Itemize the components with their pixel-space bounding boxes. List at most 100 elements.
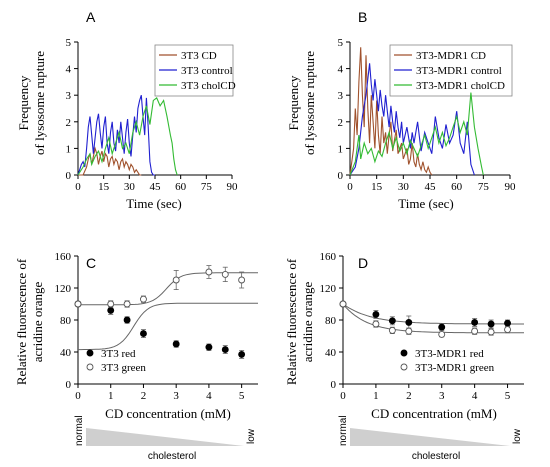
x-tick-label: 1 xyxy=(373,390,379,402)
y-tick-label: 0 xyxy=(338,170,344,182)
legend-marker xyxy=(86,349,94,357)
wedge-right-label: low xyxy=(512,428,523,444)
data-point xyxy=(221,346,229,354)
x-tick-label: 4 xyxy=(206,390,212,402)
fit-curve xyxy=(78,302,258,351)
data-point xyxy=(438,323,446,331)
wedge-title: cholesterol xyxy=(412,451,460,462)
legend-label: 3T3 red xyxy=(101,348,136,360)
y-tick-label: 0 xyxy=(331,379,337,391)
data-point xyxy=(238,350,246,358)
data-point xyxy=(107,306,115,314)
x-tick-label: 2 xyxy=(406,390,412,402)
data-point xyxy=(471,327,479,335)
panel-d-letter: D xyxy=(358,255,368,271)
wedge-left-label: normal xyxy=(74,415,85,446)
data-point xyxy=(221,270,229,278)
x-tick-label: 60 xyxy=(451,181,463,193)
series-line-3t3-cholcd xyxy=(77,97,178,176)
wedge-left-label: normal xyxy=(338,415,349,446)
data-point xyxy=(438,330,446,338)
x-tick-label: 75 xyxy=(201,181,213,193)
x-tick-label: 5 xyxy=(505,390,511,402)
cholesterol-wedge-d: normal low cholesterol xyxy=(338,415,523,462)
data-point xyxy=(140,295,147,303)
x-tick-label: 5 xyxy=(239,390,245,402)
series-line-3t3-mdr1-cholcd xyxy=(349,92,484,176)
panel-a-ylabel-line2: of lysosome rupture xyxy=(32,51,47,155)
legend-label: 3T3 CD xyxy=(181,50,217,62)
y-tick-label: 120 xyxy=(55,283,72,295)
data-point xyxy=(107,300,115,308)
data-point xyxy=(487,328,495,336)
y-tick-label: 0 xyxy=(66,170,72,182)
panel-d-ylabel-line2: acridine orange xyxy=(300,282,315,363)
x-tick-label: 0 xyxy=(340,390,346,402)
y-tick-label: 160 xyxy=(320,251,337,263)
panel-d-ylabel-line1: Relative fluorescence of xyxy=(284,258,299,385)
y-tick-label: 1 xyxy=(66,143,72,155)
panel-c-ylabel-line1: Relative fluorescence of xyxy=(14,258,29,385)
x-tick-label: 75 xyxy=(478,181,490,193)
panel-d-xlabel: CD concentration (mM) xyxy=(371,406,497,421)
y-tick-label: 1 xyxy=(338,143,344,155)
cholesterol-wedge-c: normal low cholesterol xyxy=(74,415,257,462)
y-tick-label: 3 xyxy=(338,90,344,102)
x-tick-label: 15 xyxy=(371,181,383,193)
legend-label: 3T3 cholCD xyxy=(181,80,236,92)
data-point xyxy=(339,300,347,308)
data-point xyxy=(471,318,479,326)
data-point xyxy=(504,319,511,327)
chart-d: 0 1 2 3 4 5 0 40 80 120 160 3T3-MDR1 red 3T3-MDR1 gr… xyxy=(320,251,524,402)
series-line-3t3-mdr1-control xyxy=(349,63,475,176)
data-point xyxy=(487,320,495,328)
y-tick-label: 80 xyxy=(325,315,337,327)
data-point xyxy=(372,320,380,328)
series-line-3t3-control xyxy=(77,95,155,176)
legend-label: 3T3-MDR1 cholCD xyxy=(416,80,505,92)
y-tick-label: 80 xyxy=(60,315,72,327)
data-point xyxy=(140,330,147,338)
data-point xyxy=(123,316,131,324)
panel-a-ylabel-line1: Frequency xyxy=(16,75,31,130)
y-tick-label: 4 xyxy=(66,64,72,76)
x-tick-label: 30 xyxy=(124,181,136,193)
y-tick-label: 5 xyxy=(66,37,72,49)
fit-curve xyxy=(342,303,524,325)
data-point xyxy=(504,326,511,334)
legend-label: 3T3-MDR1 red xyxy=(415,348,484,360)
panel-b-ylabel-line1: Frequency xyxy=(286,75,301,130)
data-point xyxy=(74,300,82,308)
fit-curve xyxy=(78,272,258,306)
panel-c-xlabel: CD concentration (mM) xyxy=(105,406,231,421)
x-tick-label: 1 xyxy=(108,390,114,402)
panel-c-letter: C xyxy=(86,255,96,271)
y-tick-label: 40 xyxy=(60,347,72,359)
data-point xyxy=(123,300,131,308)
x-tick-label: 0 xyxy=(75,390,81,402)
y-tick-label: 0 xyxy=(66,379,72,391)
data-point xyxy=(372,310,380,318)
x-tick-label: 0 xyxy=(347,181,353,193)
x-tick-label: 2 xyxy=(141,390,147,402)
wedge-right-label: low xyxy=(246,428,257,444)
x-tick-label: 15 xyxy=(98,181,110,193)
data-point xyxy=(205,343,213,351)
data-point xyxy=(172,340,180,348)
wedge-title: cholesterol xyxy=(148,451,196,462)
y-tick-label: 2 xyxy=(338,117,344,129)
x-tick-label: 90 xyxy=(505,181,517,193)
legend-marker xyxy=(86,363,94,371)
y-tick-label: 160 xyxy=(55,251,72,263)
chart-c: 0 1 2 3 4 5 0 40 80 120 160 3T3 red 3T3 green xyxy=(55,251,258,402)
y-tick-label: 2 xyxy=(66,117,72,129)
legend-marker xyxy=(400,363,408,371)
cholesterol-gradient-wedge xyxy=(350,428,510,446)
x-tick-label: 0 xyxy=(75,181,81,193)
y-tick-label: 5 xyxy=(338,37,344,49)
panel-a-letter: A xyxy=(86,9,96,25)
